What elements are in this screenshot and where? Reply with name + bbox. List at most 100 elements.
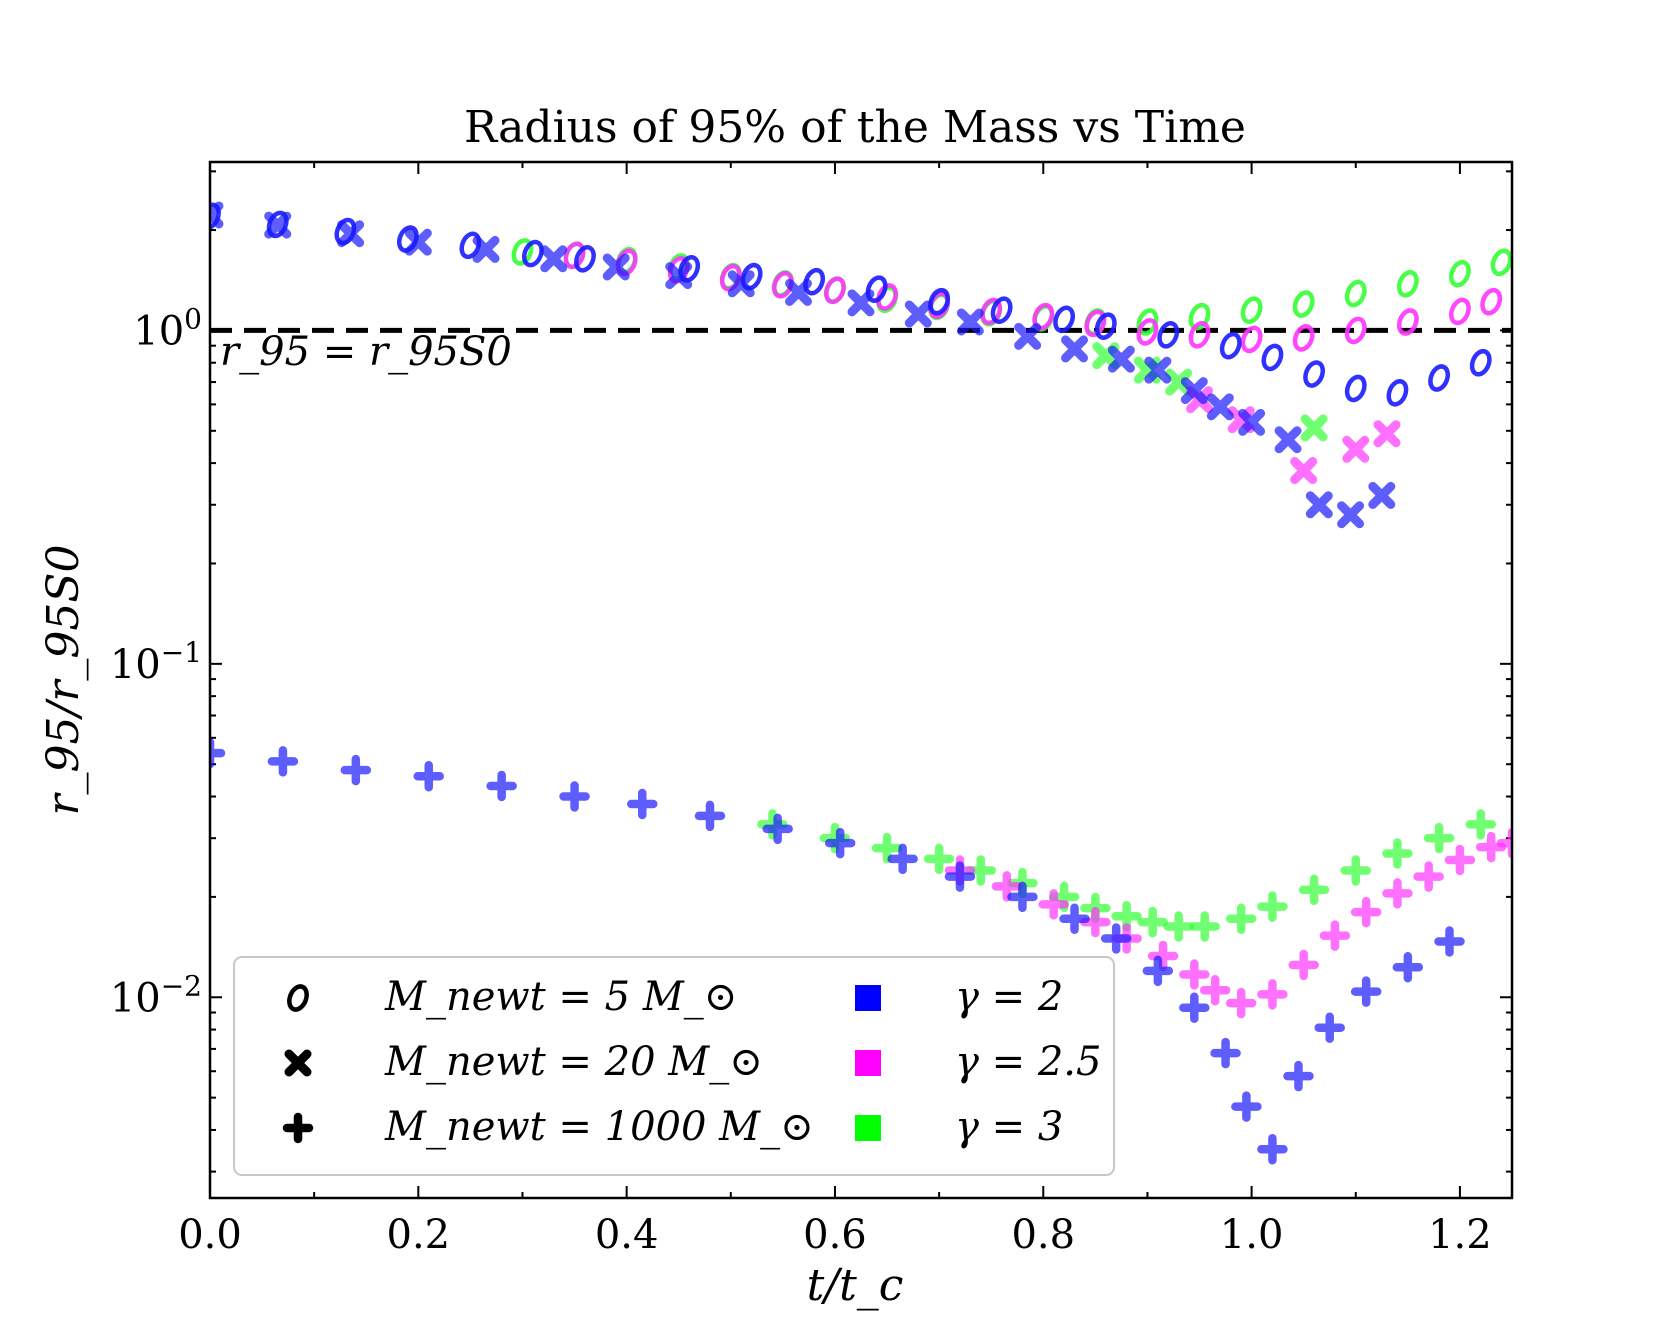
data-point [264, 211, 292, 239]
data-point [887, 843, 918, 875]
data-point [956, 308, 984, 336]
data-point [1373, 420, 1401, 448]
data-point [665, 262, 693, 290]
legend-color-swatch [855, 1050, 881, 1076]
legend-color-swatch [855, 985, 881, 1011]
data-point [1448, 297, 1471, 326]
data-point [1084, 309, 1107, 338]
data-point [404, 228, 432, 256]
data-point [413, 761, 444, 792]
x-tick-label: 1.0 [1220, 1212, 1284, 1258]
legend-label: γ = 2 [955, 974, 1063, 1020]
data-point [472, 235, 500, 263]
y-tick-label: 10−2 [110, 969, 202, 1021]
x-axis-label: t/t_c [807, 1260, 904, 1311]
y-tick-label: 100 [133, 302, 202, 354]
y-axis-label: r_95/r_95S0 [38, 544, 89, 815]
data-point [511, 238, 534, 266]
data-point [762, 813, 793, 845]
data-point [1392, 952, 1424, 983]
data-point [1342, 435, 1370, 463]
data-point [1283, 1060, 1314, 1092]
x-tick-labels: 0.0 0.2 0.4 0.6 0.8 1.0 1.2 [178, 1212, 1492, 1258]
data-point [1444, 844, 1476, 876]
data-point [1094, 312, 1117, 340]
data-point [1188, 321, 1211, 349]
data-point [991, 871, 1023, 902]
data-point [1189, 911, 1220, 942]
series-m-5-2-5 [563, 241, 1503, 354]
x-tick-label: 0.4 [595, 1212, 659, 1258]
x-tick-label: 1.2 [1428, 1212, 1492, 1258]
data-point [1179, 992, 1210, 1024]
data-point [563, 241, 586, 270]
x-tick-label: 0.8 [1011, 1212, 1075, 1258]
data-point [1292, 324, 1315, 352]
data-point [1179, 959, 1210, 990]
data-point [1061, 335, 1089, 363]
data-point [1314, 1012, 1345, 1044]
data-point [540, 245, 568, 273]
y-tick-label: 10−1 [110, 636, 202, 688]
data-point [1165, 368, 1193, 396]
data-point [1475, 831, 1507, 863]
data-point [1238, 408, 1266, 436]
data-point [1007, 881, 1038, 913]
data-point [267, 746, 299, 777]
data-point [1199, 974, 1231, 1006]
data-point [1137, 906, 1168, 938]
data-point [1147, 940, 1179, 972]
data-point [1382, 838, 1413, 869]
data-point [1298, 874, 1330, 906]
data-point [1136, 318, 1159, 346]
legend-color-swatch [855, 1115, 881, 1141]
data-point [1210, 1037, 1241, 1069]
data-point [785, 278, 813, 306]
data-point [1059, 903, 1090, 934]
data-point [803, 267, 826, 296]
data-point [1144, 356, 1172, 384]
legend-label: γ = 2.5 [955, 1039, 1101, 1085]
data-point [1434, 926, 1465, 957]
data-point [1465, 809, 1496, 840]
data-point [1300, 414, 1328, 442]
data-point [1423, 822, 1455, 854]
data-point [1386, 379, 1409, 407]
data-point [1257, 979, 1288, 1010]
data-point [1100, 923, 1132, 954]
data-point [602, 253, 630, 281]
data-point [980, 297, 1003, 326]
data-point [1225, 903, 1257, 934]
data-point [1344, 374, 1367, 403]
data-point [1350, 976, 1382, 1007]
data-point [1368, 481, 1396, 509]
data-point [1240, 296, 1263, 324]
data-point [824, 827, 856, 859]
series-m-20-2 [210, 201, 1396, 529]
plot-frame [208, 160, 1514, 1200]
data-point [1413, 861, 1444, 892]
data-point [824, 276, 846, 304]
data-point [1180, 377, 1208, 405]
data-point [1344, 279, 1367, 308]
data-point [1053, 305, 1076, 334]
data-point [1340, 855, 1372, 886]
data-point [1490, 248, 1512, 277]
data-point [1469, 348, 1492, 377]
data-point [1231, 1091, 1262, 1122]
data-point [727, 270, 755, 298]
data-point [210, 201, 224, 229]
data-point [574, 245, 596, 273]
legend-label: M_newt = 5 M_⊙ [384, 974, 737, 1020]
data-point [1014, 322, 1042, 350]
data-markers [210, 201, 1512, 1165]
data-point [1142, 955, 1174, 987]
series-m-1000-2 [210, 737, 1465, 1165]
legend: M_newt = 5 M_⊙ M_newt = 20 M_⊙ M_newt = … [233, 956, 1115, 1176]
data-point [1288, 949, 1319, 981]
reference-line-label: r_95 = r_95S0 [220, 329, 512, 375]
data-point [210, 737, 226, 769]
data-point [1305, 491, 1333, 519]
data-point [871, 832, 903, 864]
